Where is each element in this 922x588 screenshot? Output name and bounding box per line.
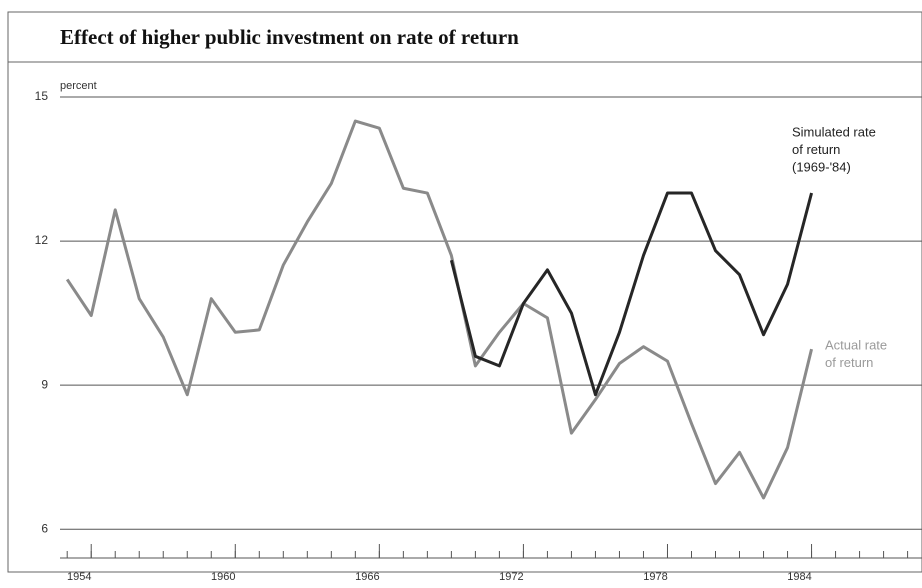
y-tick-label: 6 xyxy=(41,521,48,535)
y-tick-label: 9 xyxy=(41,377,48,391)
annotation: Actual rate xyxy=(825,337,887,352)
x-tick-label: 1984 xyxy=(787,571,811,583)
series-line xyxy=(65,119,814,500)
frame xyxy=(7,11,922,573)
series-line xyxy=(449,191,813,397)
y-tick-label: 12 xyxy=(35,233,49,247)
x-tick-label: 1972 xyxy=(499,571,523,583)
annotation: of return xyxy=(792,142,840,157)
x-tick-label: 1960 xyxy=(211,571,235,583)
annotation: of return xyxy=(825,355,873,370)
x-tick-label: 1978 xyxy=(643,571,667,583)
annotation: Simulated rate xyxy=(792,124,876,139)
y-tick-label: 15 xyxy=(35,89,49,103)
x-tick-label: 1954 xyxy=(67,571,91,583)
chart-title: Effect of higher public investment on ra… xyxy=(60,25,519,49)
y-unit: percent xyxy=(60,80,97,92)
annotation: (1969-'84) xyxy=(792,159,851,174)
x-tick-label: 1966 xyxy=(355,571,379,583)
